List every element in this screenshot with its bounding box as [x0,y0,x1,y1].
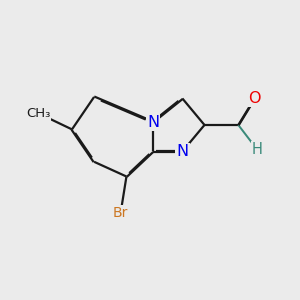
Text: O: O [248,91,261,106]
Text: N: N [147,115,159,130]
Text: Br: Br [113,206,128,220]
Text: N: N [176,144,188,159]
Text: CH₃: CH₃ [26,107,50,120]
Text: H: H [252,142,263,158]
